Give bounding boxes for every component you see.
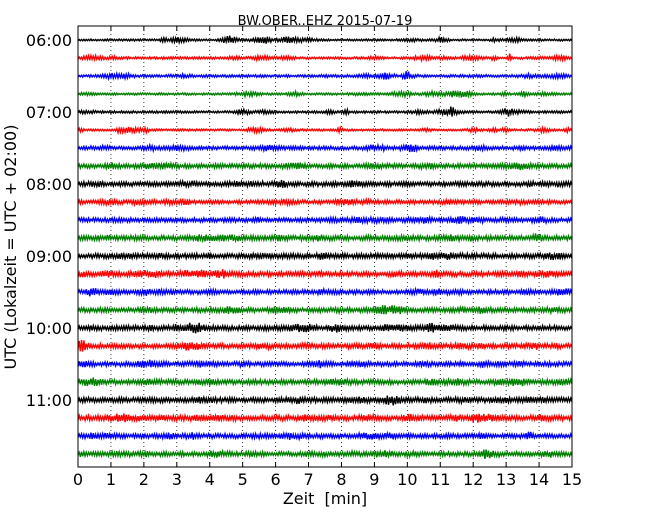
trace-0845: [77, 232, 573, 244]
trace-1030: [77, 358, 573, 370]
trace-0630: [77, 70, 573, 82]
trace-1145: [77, 448, 573, 460]
trace-0615: [77, 52, 573, 64]
trace-0930: [77, 286, 573, 298]
y-tick-label: 10:00: [26, 319, 72, 338]
x-tick-label: 8: [336, 470, 346, 489]
x-tick-label: 3: [172, 470, 182, 489]
y-tick-label: 07:00: [26, 103, 72, 122]
trace-0945: [77, 304, 573, 316]
trace-0745: [77, 160, 573, 172]
y-axis-title: UTC (Lokalzeit = UTC + 02:00): [1, 125, 20, 370]
trace-0900: [77, 250, 573, 262]
trace-1130: [77, 430, 573, 442]
x-tick-label: 15: [562, 470, 582, 489]
x-tick-label: 9: [369, 470, 379, 489]
x-tick-label: 14: [529, 470, 549, 489]
trace-0645: [77, 88, 573, 100]
trace-0600: [77, 35, 573, 46]
trace-1015: [77, 339, 573, 352]
y-tick-label: 08:00: [26, 175, 72, 194]
trace-0730: [77, 142, 573, 154]
x-tick-label: 5: [238, 470, 248, 489]
x-tick-label: 0: [73, 470, 83, 489]
trace-0830: [77, 214, 573, 226]
trace-1115: [77, 412, 573, 424]
y-tick-label: 09:00: [26, 247, 72, 266]
trace-0915: [77, 268, 573, 280]
x-tick-label: 12: [463, 470, 483, 489]
grid-lines: [110, 26, 540, 467]
trace-0800: [77, 178, 573, 190]
trace-1045: [77, 376, 573, 388]
x-tick-label: 2: [139, 470, 149, 489]
x-tick-label: 4: [205, 470, 215, 489]
trace-0715: [77, 124, 573, 136]
x-tick-label: 6: [271, 470, 281, 489]
plot-frame: [77, 25, 573, 468]
y-axis: 06:00 07:00 08:00 09:00 10:00 11:00: [26, 31, 572, 410]
x-axis: 0 1 2 3 4 5 6 7 8 9 10 11 12 13 14 15: [73, 26, 582, 489]
x-axis-title: Zeit [min]: [283, 489, 367, 508]
y-tick-label: 11:00: [26, 391, 72, 410]
trace-1000: [77, 322, 573, 334]
y-tick-label: 06:00: [26, 31, 72, 50]
x-tick-label: 11: [430, 470, 450, 489]
x-tick-label: 1: [106, 470, 116, 489]
traces-group: [77, 35, 573, 460]
x-tick-label: 7: [303, 470, 313, 489]
x-tick-label: 13: [496, 470, 516, 489]
trace-1100: [77, 394, 573, 406]
trace-0815: [77, 196, 573, 208]
chart-title: BW.OBER..EHZ 2015-07-19: [238, 14, 413, 29]
trace-0700: [77, 106, 573, 118]
x-tick-label: 10: [397, 470, 417, 489]
